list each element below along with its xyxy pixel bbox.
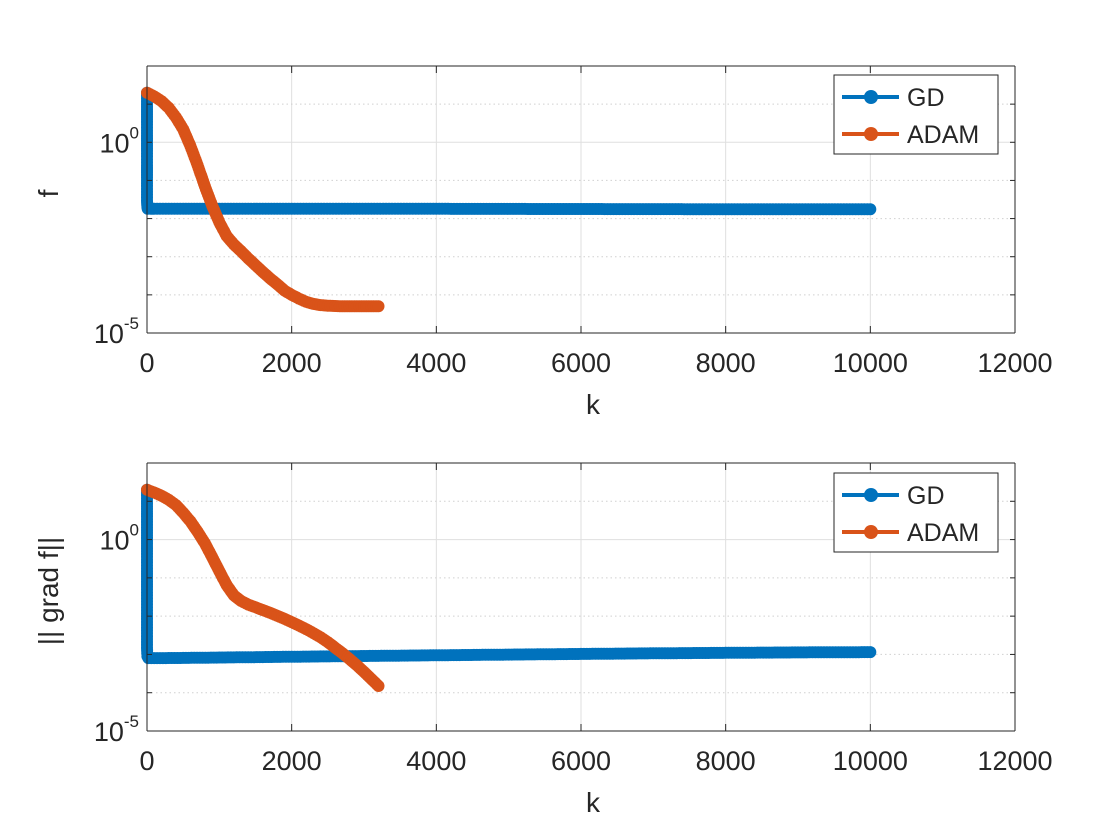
y-tick-label: 10-5: [94, 712, 139, 747]
legend-marker: [864, 90, 878, 104]
series-adam: [141, 86, 385, 313]
subplot-1: 0 2000 4000 6000 8000 10000 12000 10-5 100 k f GD AD…: [33, 65, 1053, 420]
x-tick-label: 4000: [406, 348, 466, 378]
legend-label: GD: [907, 84, 945, 112]
x-axis-label: k: [586, 787, 601, 818]
series-marker: [864, 646, 877, 659]
y-tick-label: 10-5: [94, 314, 139, 349]
x-axis-label: k: [586, 389, 601, 420]
series-marker: [372, 680, 385, 692]
series-marker: [372, 300, 385, 313]
legend-marker: [864, 488, 878, 502]
legend-item-adam: ADAM: [842, 519, 979, 547]
x-tick-label: 10000: [833, 746, 908, 776]
legend-marker: [864, 525, 878, 539]
x-tick-label: 0: [139, 348, 154, 378]
subplot-2: 0 2000 4000 6000 8000 10000 12000 10-5 100 k || gr…: [33, 462, 1053, 818]
y-tick-label: 100: [99, 521, 139, 556]
legend-label: ADAM: [907, 519, 979, 547]
x-tick-label: 8000: [696, 348, 756, 378]
x-tick-label: 10000: [833, 348, 908, 378]
legend-label: ADAM: [907, 121, 979, 149]
x-tick-label: 8000: [696, 746, 756, 776]
x-tick-label: 2000: [262, 348, 322, 378]
x-tick-label: 0: [139, 746, 154, 776]
legend: GD ADAM: [833, 472, 999, 553]
legend-marker: [864, 127, 878, 141]
legend-label: GD: [907, 482, 945, 510]
legend-item-gd: GD: [842, 482, 945, 510]
legend-item-gd: GD: [842, 84, 945, 112]
legend-item-adam: ADAM: [842, 121, 979, 149]
legend-box: [833, 74, 999, 155]
legend: GD ADAM: [833, 74, 999, 155]
series-marker: [864, 203, 877, 216]
x-tick-label: 4000: [406, 746, 466, 776]
series-gd: [141, 86, 877, 216]
y-axis-label: || grad f||: [33, 537, 64, 645]
x-tick-label: 6000: [551, 746, 611, 776]
subplots: 0 2000 4000 6000 8000 10000 12000 10-5 100 k f GD AD…: [33, 65, 1053, 818]
x-tick-label: 2000: [262, 746, 322, 776]
x-tick-label: 6000: [551, 348, 611, 378]
series-adam: [141, 483, 385, 692]
x-tick-label: 12000: [977, 348, 1052, 378]
y-axis-label: f: [33, 189, 64, 197]
legend-box: [833, 472, 999, 553]
x-tick-label: 12000: [977, 746, 1052, 776]
y-tick-label: 100: [99, 123, 139, 158]
